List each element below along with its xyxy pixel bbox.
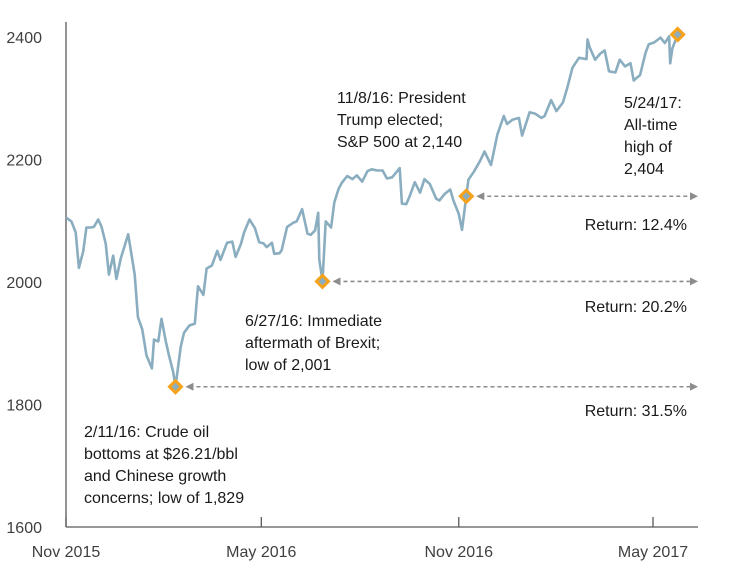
annotations: 6/27/16: Immediate aftermath of Brexit; lo… (84, 90, 682, 507)
event-marker-diamond (167, 378, 184, 395)
event-marker-diamond (669, 26, 686, 43)
annotation-brexit: 6/27/16: Immediate aftermath of Brexit; lo… (245, 313, 382, 374)
annotation-line: S&P 500 at 2,140 (337, 134, 462, 151)
y-tick-label: 2200 (6, 153, 42, 170)
annotation-line: Trump elected; (337, 112, 443, 129)
x-tick-label: Nov 2016 (425, 544, 494, 561)
annotation-line: 11/8/16: President (337, 90, 466, 107)
annotation-line: concerns; low of 1,829 (84, 490, 244, 507)
event-marker-diamond (314, 273, 331, 290)
x-tick-label: May 2016 (226, 544, 296, 561)
return-arrows (185, 192, 698, 391)
event-markers (167, 26, 686, 395)
annotation-line: bottoms at $26.21/bbl (84, 446, 238, 463)
annotation-line: 2/11/16: Crude oil (84, 424, 209, 441)
return-label-31: Return: 31.5% (585, 403, 687, 420)
x-tick-label: Nov 2015 (32, 544, 101, 561)
annotation-line: high of (624, 139, 673, 156)
return-label-12: Return: 12.4% (585, 217, 687, 234)
series-line-sp500 (65, 33, 679, 388)
y-tick-label: 2400 (6, 30, 42, 47)
x-ticks: Nov 2015 May 2016 Nov 2016 May 2017 (32, 517, 688, 561)
annotation-line: 2,404 (624, 161, 664, 178)
return-labels: Return: 12.4% Return: 20.2% Return: 31.5… (585, 217, 687, 420)
annotation-line: aftermath of Brexit; (245, 335, 380, 352)
x-tick-label: May 2017 (618, 544, 688, 561)
return-label-20: Return: 20.2% (585, 299, 687, 316)
y-tick-label: 1800 (6, 398, 42, 415)
event-marker-diamond (458, 188, 475, 205)
y-tick-label: 1600 (6, 520, 42, 537)
annotation-line: 5/24/17: (624, 95, 682, 112)
annotation-line: low of 2,001 (245, 357, 331, 374)
annotation-line: All-time (624, 117, 677, 134)
annotation-high: 5/24/17: All-time high of 2,404 (624, 95, 682, 178)
annotation-trump: 11/8/16: President Trump elected; S&P 500 … (337, 90, 466, 151)
annotation-oil: 2/11/16: Crude oil bottoms at $26.21/bbl a… (84, 424, 244, 507)
annotation-line: 6/27/16: Immediate (245, 313, 382, 330)
annotation-line: and Chinese growth (84, 468, 226, 485)
y-tick-label: 2000 (6, 275, 42, 292)
y-tick-labels: 1600 1800 2000 2200 2400 (6, 30, 42, 537)
